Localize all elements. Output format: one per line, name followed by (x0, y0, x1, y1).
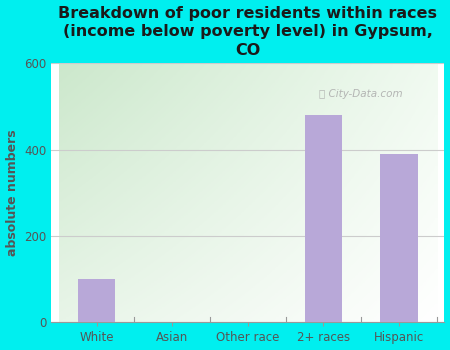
Bar (78, 279, 116, 322)
Bar (380, 154, 418, 322)
Y-axis label: absolute numbers: absolute numbers (5, 130, 18, 256)
Bar (305, 115, 342, 322)
Title: Breakdown of poor residents within races
(income below poverty level) in Gypsum,: Breakdown of poor residents within races… (58, 6, 437, 58)
Text: ⓘ City-Data.com: ⓘ City-Data.com (319, 89, 402, 99)
